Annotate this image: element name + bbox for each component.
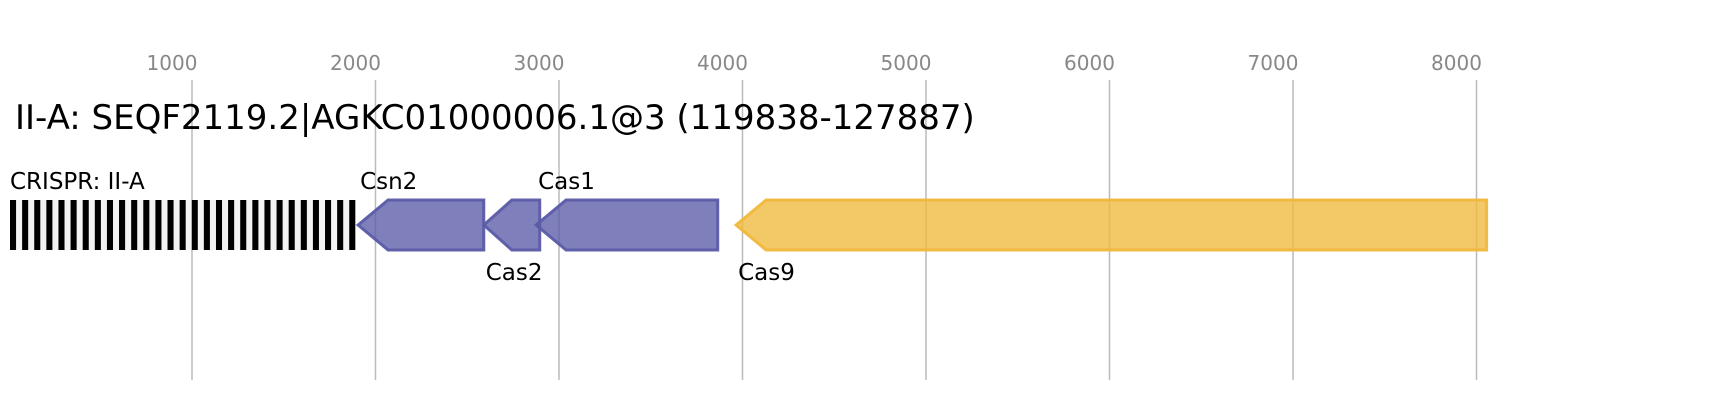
crispr-repeat xyxy=(58,200,65,250)
genes: Csn2 Cas2 Cas1 Cas9 xyxy=(355,169,1489,286)
tick-label-4000: 4000 xyxy=(697,51,748,75)
crispr-repeat xyxy=(203,200,210,250)
crispr-repeat xyxy=(312,200,319,250)
crispr-repeat xyxy=(228,200,235,250)
crispr-repeat xyxy=(215,200,223,250)
gene-label-cas9: Cas9 xyxy=(738,260,795,286)
gene-cas1[interactable] xyxy=(533,198,720,252)
tick-label-3000: 3000 xyxy=(514,51,565,75)
crispr-repeat xyxy=(167,200,174,250)
crispr-repeat xyxy=(276,200,283,250)
gene-label-cas2: Cas2 xyxy=(486,260,543,286)
crispr-repeat xyxy=(337,200,344,250)
crispr-repeat xyxy=(22,200,29,250)
crispr-label: CRISPR: II-A xyxy=(10,169,145,195)
gene-cas9[interactable] xyxy=(733,198,1489,252)
crispr-repeat xyxy=(94,200,101,250)
crispr-repeat xyxy=(82,200,89,250)
tick-label-5000: 5000 xyxy=(881,51,932,75)
diagram-title: II-A: SEQF2119.2|AGKC01000006.1@3 (11983… xyxy=(15,98,975,138)
crispr-repeat xyxy=(10,200,17,250)
crispr-repeat xyxy=(119,200,126,250)
gene-csn2[interactable] xyxy=(355,198,486,252)
crispr-repeat xyxy=(34,200,41,250)
crispr-repeat xyxy=(240,200,247,250)
crispr-repeat xyxy=(106,200,113,250)
crispr-repeat xyxy=(288,200,295,250)
crispr-repeat xyxy=(191,200,198,250)
tick-label-8000: 8000 xyxy=(1431,51,1482,75)
crispr-repeat xyxy=(252,200,259,250)
crispr-repeat xyxy=(264,200,271,250)
crispr-repeat xyxy=(179,200,186,250)
crispr-repeat xyxy=(143,200,150,250)
crispr-repeat xyxy=(46,200,53,250)
crispr-repeat xyxy=(349,200,356,250)
tick-label-1000: 1000 xyxy=(147,51,198,75)
crispr-repeat xyxy=(325,200,332,250)
gene-label-csn2: Csn2 xyxy=(360,169,417,195)
crispr-repeat xyxy=(300,200,307,250)
crispr-repeat xyxy=(131,200,138,250)
tick-label-6000: 6000 xyxy=(1064,51,1115,75)
tick-label-7000: 7000 xyxy=(1248,51,1299,75)
crispr-array xyxy=(10,200,356,250)
crispr-repeat xyxy=(155,200,162,250)
gene-label-cas1: Cas1 xyxy=(538,169,595,195)
tick-label-2000: 2000 xyxy=(330,51,381,75)
crispr-repeat xyxy=(70,200,77,250)
gene-cas2[interactable] xyxy=(481,198,542,252)
